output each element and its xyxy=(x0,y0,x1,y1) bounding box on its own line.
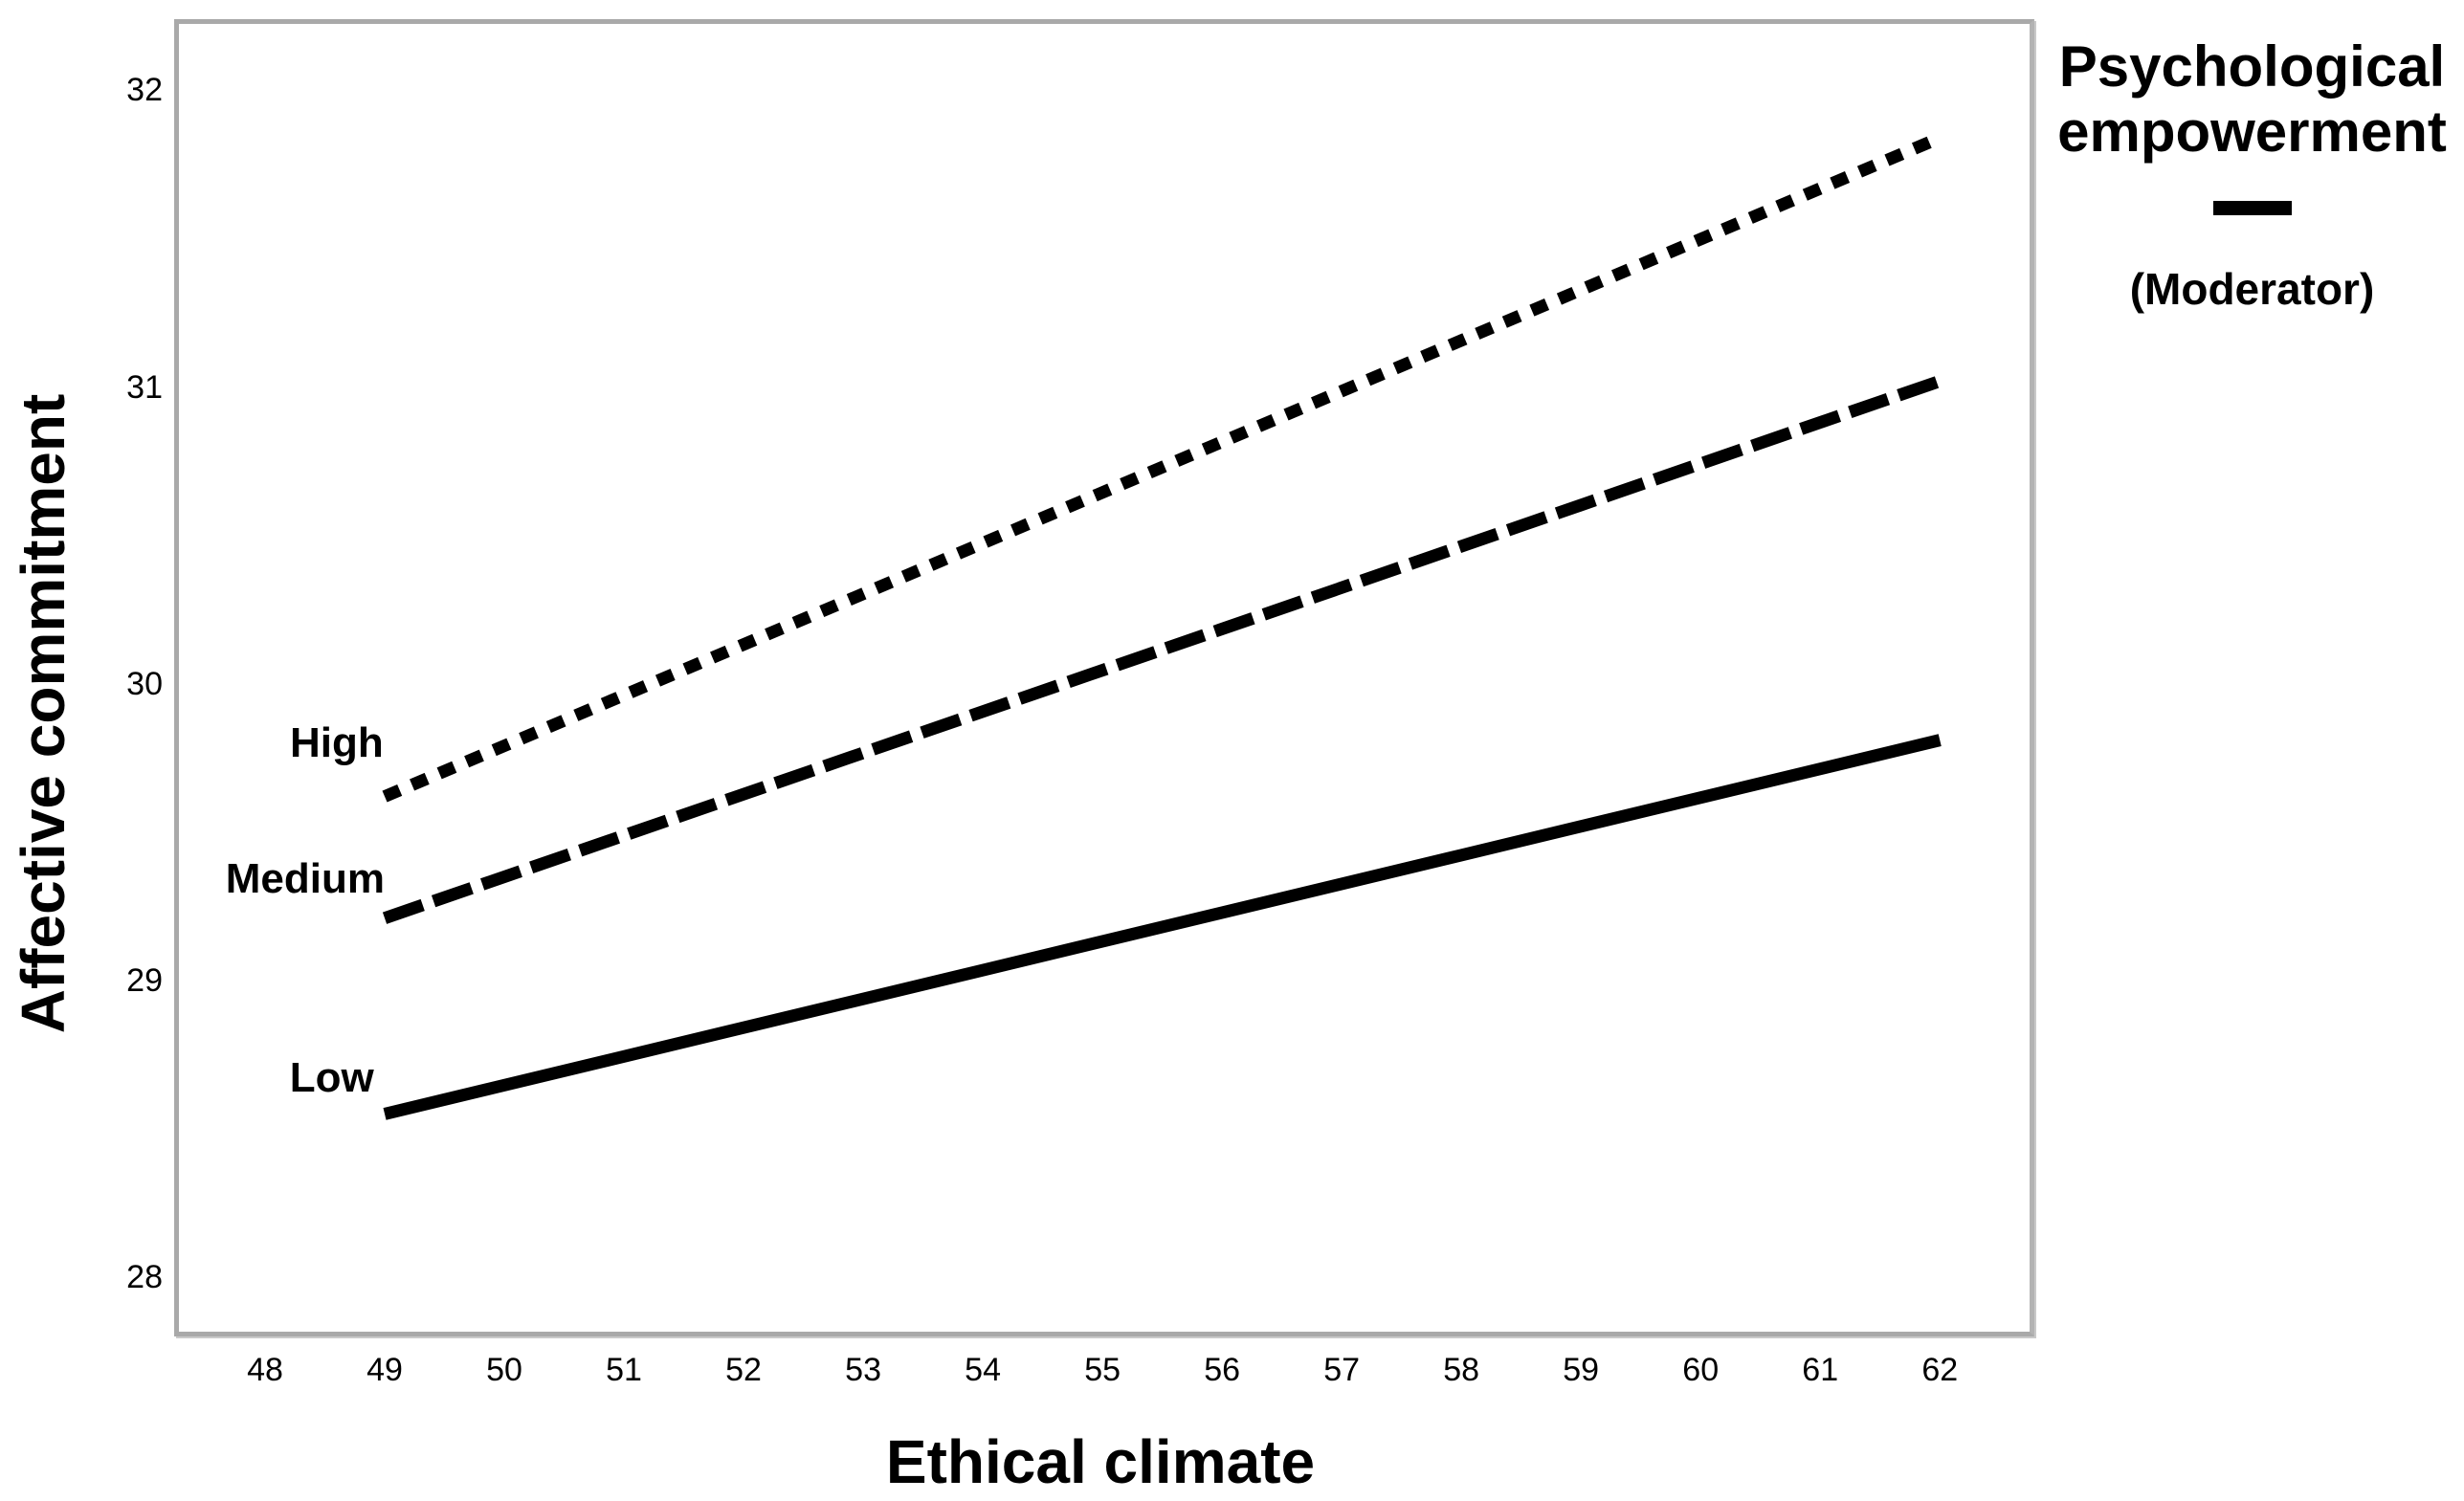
x-tick-label-55: 55 xyxy=(1084,1352,1121,1388)
x-tick-label-52: 52 xyxy=(725,1352,762,1388)
y-axis-title: Affective commitment xyxy=(9,393,78,1034)
x-tick-label-60: 60 xyxy=(1682,1352,1720,1388)
x-tick-label-58: 58 xyxy=(1443,1352,1480,1388)
y-tick-label-31: 31 xyxy=(126,368,163,406)
x-tick-label-59: 59 xyxy=(1563,1352,1600,1388)
x-tick-label-51: 51 xyxy=(606,1352,642,1388)
legend-title: Psychological empowerment xyxy=(2057,34,2447,164)
y-tick-label-30: 30 xyxy=(126,665,163,702)
x-tick-label-61: 61 xyxy=(1802,1352,1839,1388)
x-tick-label-54: 54 xyxy=(965,1352,1001,1388)
x-tick-label-50: 50 xyxy=(486,1352,522,1388)
x-tick-label-48: 48 xyxy=(247,1352,283,1388)
series-line-low xyxy=(383,734,1942,1120)
series-line-medium xyxy=(382,375,1942,924)
y-tick-label-28: 28 xyxy=(126,1258,163,1295)
y-tick-label-32: 32 xyxy=(126,72,163,109)
legend-subtitle: (Moderator) xyxy=(2129,264,2375,314)
x-tick-label-56: 56 xyxy=(1204,1352,1241,1388)
x-tick-label-62: 62 xyxy=(1921,1352,1959,1388)
x-tick-label-49: 49 xyxy=(366,1352,403,1388)
x-tick-label-53: 53 xyxy=(845,1352,881,1388)
x-tick-label-57: 57 xyxy=(1323,1352,1361,1388)
legend-line-sample-icon xyxy=(2212,201,2292,215)
series-label-medium: Medium xyxy=(225,855,386,903)
series-label-high: High xyxy=(290,718,384,766)
y-tick-label-29: 29 xyxy=(126,961,163,999)
x-axis-title: Ethical climate xyxy=(885,1427,1316,1496)
plot-area xyxy=(174,19,2034,1336)
legend: Psychological empowerment (Moderator) xyxy=(2040,34,2464,315)
series-label-low: Low xyxy=(289,1054,374,1102)
series-line-high xyxy=(382,132,1942,803)
